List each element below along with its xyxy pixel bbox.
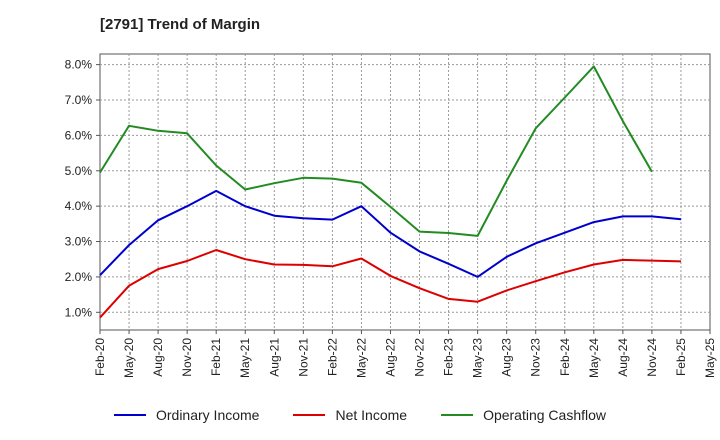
x-tick-label: Feb-21: [209, 338, 223, 376]
x-tick-label: Aug-20: [151, 338, 165, 377]
x-tick-label: May-24: [587, 338, 601, 378]
legend-label-ordinary-income: Ordinary Income: [155, 407, 260, 423]
series-line-net-income: [99, 249, 682, 319]
x-tick-label: Aug-22: [383, 338, 397, 377]
series-line-ordinary-income: [99, 189, 682, 278]
x-tick-label: May-22: [354, 338, 368, 378]
x-tick-label: May-21: [238, 338, 252, 378]
y-tick-label: 2.0%: [65, 270, 93, 284]
plot-area: [99, 53, 711, 331]
x-tick-label: Feb-20: [93, 338, 107, 376]
x-tick-label: May-23: [471, 338, 485, 378]
legend-swatch-ordinary-income: [113, 414, 146, 416]
chart-legend: Ordinary Income Net Income Operating Cas…: [0, 404, 720, 426]
x-tick-label: Aug-21: [267, 338, 281, 377]
legend-swatch-net-income: [293, 414, 326, 416]
x-tick-label: Nov-20: [180, 338, 194, 377]
x-tick-label: Nov-23: [529, 338, 543, 377]
y-tick-label: 7.0%: [65, 93, 93, 107]
x-tick-label: Feb-22: [325, 338, 339, 376]
y-tick-label: 5.0%: [65, 164, 93, 178]
y-tick-label: 1.0%: [65, 305, 93, 319]
y-tick-label: 3.0%: [65, 235, 93, 249]
legend-swatch-operating-cashflow: [441, 414, 474, 416]
x-tick-label: Nov-22: [413, 338, 427, 377]
legend-item-ordinary-income: Ordinary Income: [113, 407, 260, 423]
y-tick-label: 8.0%: [65, 58, 93, 72]
x-tick-label: Feb-24: [558, 338, 572, 376]
legend-label-net-income: Net Income: [335, 407, 408, 423]
x-tick-label: Nov-21: [296, 338, 310, 377]
y-tick-label: 4.0%: [65, 199, 93, 213]
x-tick-label: Feb-23: [442, 338, 456, 376]
x-tick-label: May-25: [703, 338, 717, 378]
x-tick-label: Aug-23: [500, 338, 514, 377]
legend-item-operating-cashflow: Operating Cashflow: [441, 407, 606, 423]
x-tick-label: Nov-24: [645, 338, 659, 377]
x-tick-label: Aug-24: [616, 338, 630, 377]
chart-title: [2791] Trend of Margin: [100, 16, 261, 33]
legend-item-net-income: Net Income: [293, 407, 407, 423]
legend-label-operating-cashflow: Operating Cashflow: [483, 407, 607, 423]
y-tick-label: 6.0%: [65, 128, 93, 142]
series-line-operating-cashflow: [99, 65, 653, 237]
x-tick-label: May-20: [122, 338, 136, 378]
x-tick-label: Feb-25: [674, 338, 688, 376]
